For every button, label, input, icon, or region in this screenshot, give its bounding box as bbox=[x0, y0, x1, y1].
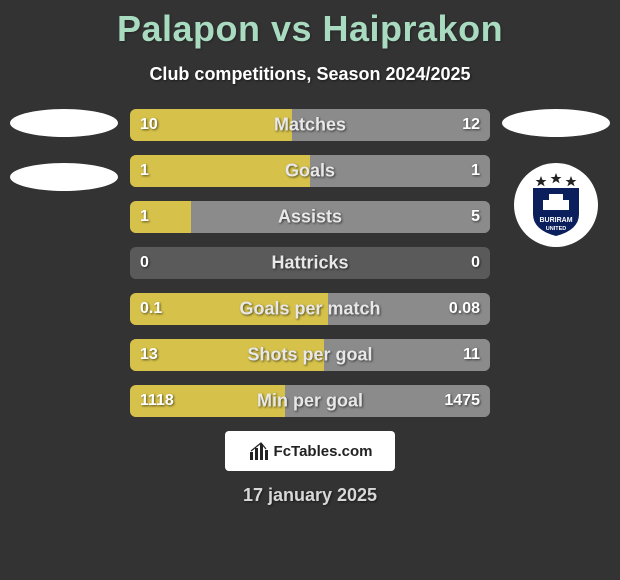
left-club-placeholder bbox=[10, 163, 118, 191]
footer-date: 17 january 2025 bbox=[0, 485, 620, 506]
stat-bar-left-fill bbox=[130, 155, 310, 187]
stat-row: 11Goals bbox=[130, 155, 490, 187]
stat-value-left: 13 bbox=[140, 346, 158, 364]
stat-value-left: 1 bbox=[140, 162, 149, 180]
right-club-badge: BURIRAM UNITED bbox=[514, 163, 598, 247]
stat-value-right: 0.08 bbox=[449, 300, 480, 318]
stat-label: Hattricks bbox=[130, 253, 490, 274]
stat-bar-right-fill bbox=[310, 155, 490, 187]
stat-value-right: 12 bbox=[462, 116, 480, 134]
stat-row: 11181475Min per goal bbox=[130, 385, 490, 417]
footer-logo: FcTables.com bbox=[225, 431, 395, 471]
stat-row: 1012Matches bbox=[130, 109, 490, 141]
club-badge-icon: BURIRAM UNITED bbox=[521, 170, 591, 240]
stat-value-right: 0 bbox=[471, 254, 480, 272]
left-player-avatar bbox=[10, 109, 118, 137]
right-player-avatar bbox=[502, 109, 610, 137]
stat-value-left: 0.1 bbox=[140, 300, 162, 318]
stat-row: 1311Shots per goal bbox=[130, 339, 490, 371]
footer-logo-text: FcTables.com bbox=[274, 443, 373, 460]
page-title: Palapon vs Haiprakon bbox=[0, 0, 620, 50]
stat-value-right: 1475 bbox=[444, 392, 480, 410]
stat-bar-left-fill bbox=[130, 339, 324, 371]
stat-value-left: 1 bbox=[140, 208, 149, 226]
stat-bar-right-fill bbox=[292, 109, 490, 141]
stat-row: 0.10.08Goals per match bbox=[130, 293, 490, 325]
stats-bars: 1012Matches11Goals15Assists00Hattricks0.… bbox=[130, 109, 490, 417]
right-player-column: BURIRAM UNITED bbox=[502, 109, 610, 247]
stat-bar-right-fill bbox=[191, 201, 490, 233]
stat-value-right: 11 bbox=[463, 346, 480, 364]
chart-icon bbox=[248, 440, 270, 462]
stat-value-left: 0 bbox=[140, 254, 149, 272]
svg-text:UNITED: UNITED bbox=[546, 226, 567, 232]
svg-text:BURIRAM: BURIRAM bbox=[539, 217, 572, 224]
stat-row: 0 0Hattricks bbox=[130, 247, 490, 279]
stat-value-left: 1118 bbox=[140, 392, 174, 410]
stat-value-right: 5 bbox=[471, 208, 480, 226]
stat-value-right: 1 bbox=[471, 162, 480, 180]
subtitle: Club competitions, Season 2024/2025 bbox=[0, 64, 620, 85]
comparison-content: BURIRAM UNITED 1012Matches11Goals15Assis… bbox=[0, 109, 620, 417]
stat-value-left: 10 bbox=[140, 116, 158, 134]
stat-row: 15Assists bbox=[130, 201, 490, 233]
left-player-column bbox=[10, 109, 118, 217]
